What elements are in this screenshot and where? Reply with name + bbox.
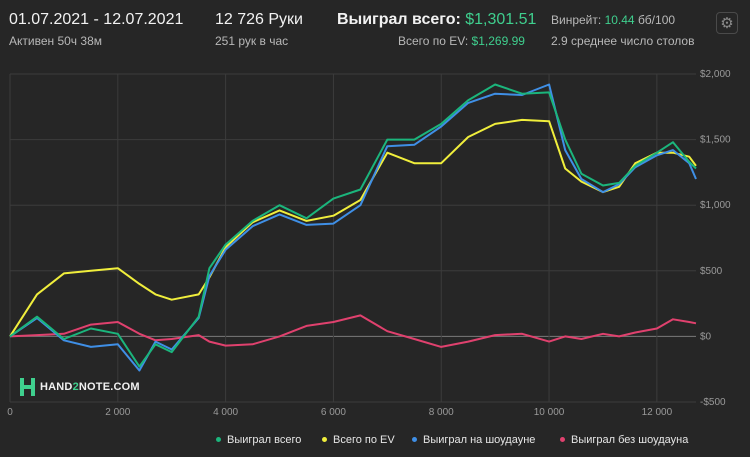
winrate-label: Винрейт: [551,13,602,27]
won-label: Выиграл всего: [337,11,461,28]
grid [9,73,696,403]
legend-item-won[interactable]: Выиграл всего [216,434,301,446]
ev-label: Всего по EV: [398,34,469,48]
series-line-1 [9,118,697,337]
y-tick-label: $500 [700,266,723,277]
logo-text: HAND2NOTE.COM [40,381,140,393]
x-tick-label: 4 000 [213,407,238,418]
legend-item-ev[interactable]: Всего по EV [322,434,395,446]
ev-total: Всего по EV: $1,269.99 [398,34,525,48]
logo-icon [20,378,36,396]
date-range: 01.07.2021 - 12.07.2021 [9,11,184,28]
x-axis: 0 2 000 4 000 6 000 8 000 10 000 12 000 [7,407,672,418]
y-axis: $2,000 $1,500 $1,000 $500 $0 -$500 [700,69,731,408]
y-tick-label: $1,500 [700,135,731,146]
legend-item-showdown[interactable]: Выиграл на шоудауне [412,434,535,446]
x-tick-label: 2 000 [105,407,130,418]
x-tick-label: 6 000 [321,407,346,418]
x-tick-label: 12 000 [642,407,673,418]
won-total: Выиграл всего: $1,301.51 [337,11,536,29]
y-tick-label: $1,000 [700,200,731,211]
legend: Выиграл всего Всего по EV Выиграл на шоу… [0,434,750,450]
header: 01.07.2021 - 12.07.2021 Активен 50ч 38м … [0,0,750,60]
legend-item-nonshowdown[interactable]: Выиграл без шоудауна [560,434,688,446]
legend-marker [560,436,565,442]
series-line-2 [9,83,697,372]
won-value: $1,301.51 [465,11,537,28]
series-line-0 [9,83,697,368]
y-tick-label: $2,000 [700,69,731,80]
y-tick-label: -$500 [700,397,726,408]
series-layer [9,83,697,372]
winrate-unit: бб/100 [637,13,676,27]
logo: HAND2NOTE.COM [20,378,140,396]
active-time: Активен 50ч 38м [9,34,102,48]
winrate: Винрейт: 10.44 бб/100 [551,13,675,27]
hands-count: 12 726 Руки [215,11,303,28]
x-tick-label: 0 [7,407,13,418]
ev-value: $1,269.99 [471,34,525,48]
legend-marker [216,436,221,442]
series-line-3 [9,314,697,348]
winrate-value: 10.44 [604,13,635,27]
y-tick-label: $0 [700,331,712,342]
x-tick-label: 10 000 [534,407,565,418]
avg-tables: 2.9 среднее число столов [551,34,695,48]
gear-icon[interactable]: ⚙ [716,12,738,34]
hands-per-hour: 251 рук в час [215,34,289,48]
legend-marker [412,436,417,442]
legend-marker [322,436,327,442]
x-tick-label: 8 000 [429,407,454,418]
